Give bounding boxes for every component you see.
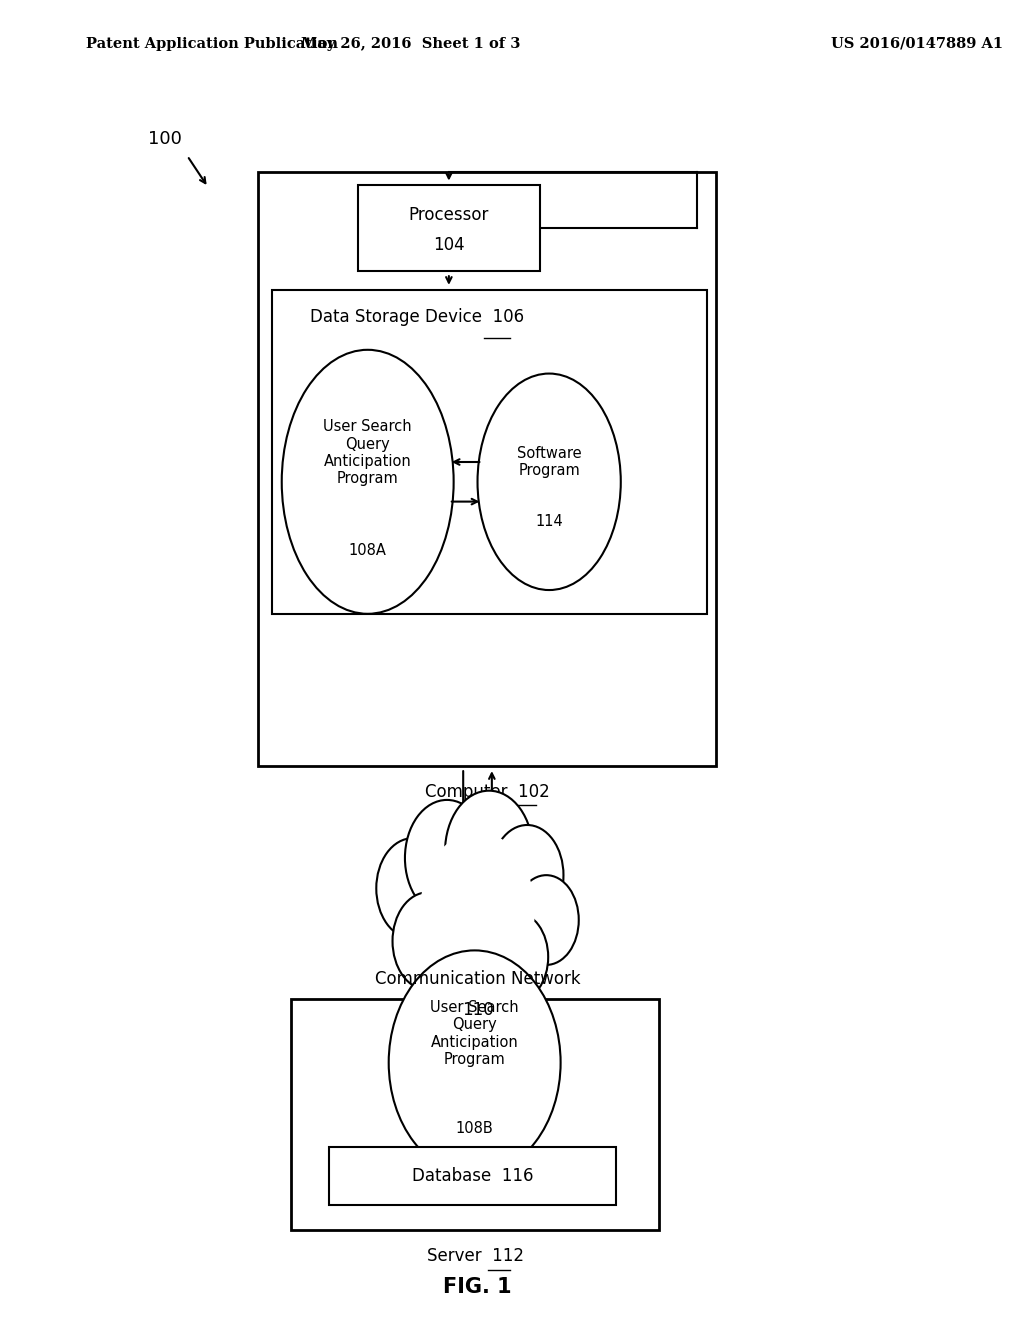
- Text: 104: 104: [433, 236, 465, 253]
- Bar: [330, 1147, 616, 1205]
- Ellipse shape: [477, 374, 621, 590]
- Text: User Search
Query
Anticipation
Program: User Search Query Anticipation Program: [324, 420, 412, 486]
- Ellipse shape: [389, 950, 560, 1175]
- Text: 100: 100: [148, 129, 182, 148]
- Circle shape: [392, 892, 463, 990]
- Circle shape: [437, 923, 503, 1012]
- Circle shape: [445, 791, 532, 912]
- Circle shape: [420, 832, 535, 990]
- Text: Patent Application Publication: Patent Application Publication: [86, 37, 338, 50]
- Ellipse shape: [282, 350, 454, 614]
- Text: Server  112: Server 112: [427, 1247, 523, 1266]
- Circle shape: [514, 875, 579, 965]
- Text: Data Storage Device  106: Data Storage Device 106: [310, 308, 524, 326]
- Text: Database  116: Database 116: [412, 1167, 534, 1185]
- Text: 110: 110: [462, 1001, 494, 1019]
- Text: User Search
Query
Anticipation
Program: User Search Query Anticipation Program: [430, 1001, 519, 1067]
- Circle shape: [490, 825, 563, 925]
- Text: Processor: Processor: [409, 206, 489, 223]
- Circle shape: [483, 912, 548, 1002]
- Circle shape: [404, 800, 489, 916]
- Text: 108A: 108A: [349, 543, 387, 558]
- Text: Computer  102: Computer 102: [425, 783, 550, 801]
- Circle shape: [406, 812, 549, 1010]
- Text: 108B: 108B: [456, 1121, 494, 1137]
- Text: FIG. 1: FIG. 1: [443, 1276, 512, 1298]
- Text: Software
Program: Software Program: [517, 446, 582, 478]
- Bar: [358, 185, 540, 271]
- Text: 114: 114: [536, 513, 563, 529]
- Text: Communication Network: Communication Network: [375, 970, 581, 989]
- Text: May 26, 2016  Sheet 1 of 3: May 26, 2016 Sheet 1 of 3: [301, 37, 520, 50]
- Circle shape: [376, 838, 449, 939]
- Bar: [291, 999, 659, 1230]
- Text: US 2016/0147889 A1: US 2016/0147889 A1: [830, 37, 1004, 50]
- Bar: [258, 172, 716, 766]
- Bar: [272, 290, 707, 614]
